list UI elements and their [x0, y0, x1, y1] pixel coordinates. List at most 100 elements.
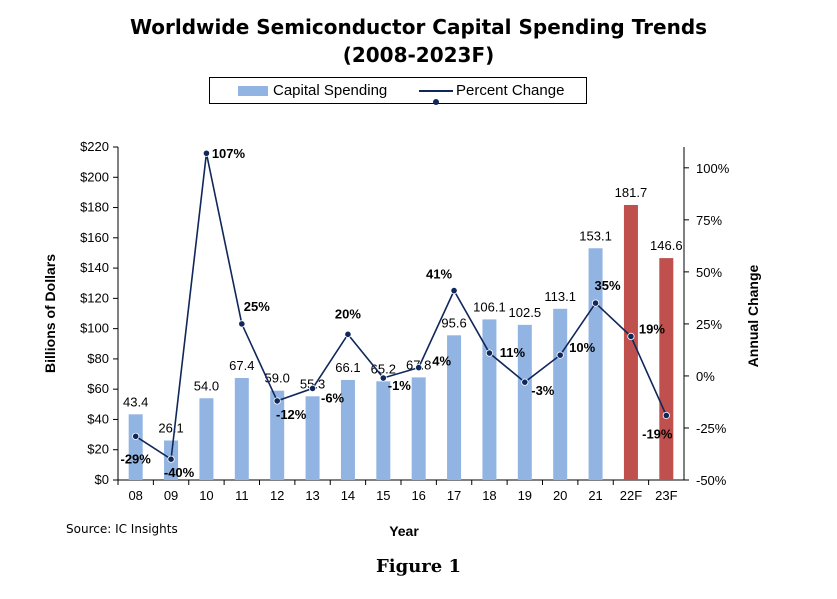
point-percent-change: [167, 455, 175, 463]
x-tick-label: 19: [518, 488, 532, 503]
x-tick-label: 08: [128, 488, 142, 503]
point-percent-change: [344, 330, 352, 338]
y2-tick-label: 50%: [696, 265, 722, 280]
point-value-label: 10%: [569, 340, 595, 355]
bar-value-label: 54.0: [194, 378, 219, 393]
legend: Capital Spending Percent Change: [209, 77, 587, 105]
x-axis-title: Year: [389, 523, 419, 539]
bar-value-label: 102.5: [509, 305, 542, 320]
y-tick-label: $200: [80, 169, 109, 184]
bar-capital-spending: [447, 335, 462, 480]
point-value-label: 41%: [426, 267, 452, 282]
x-tick-label: 17: [447, 488, 461, 503]
y-tick-label: $140: [80, 260, 109, 275]
bar-capital-spending: [376, 381, 391, 480]
y-tick-label: $220: [80, 139, 109, 154]
y-tick-label: $160: [80, 230, 109, 245]
y2-tick-label: 25%: [696, 317, 722, 332]
x-tick-label: 15: [376, 488, 390, 503]
bar-capital-spending: [340, 379, 355, 480]
bar-capital-spending: [517, 324, 532, 480]
bar-capital-spending: [199, 398, 214, 480]
legend-label-percent-change: Percent Change: [456, 82, 565, 99]
bar-capital-spending: [482, 319, 497, 480]
y-tick-label: $40: [87, 411, 109, 426]
point-value-label: -6%: [321, 390, 345, 405]
legend-label-capital-spending: Capital Spending: [273, 82, 388, 99]
point-value-label: 20%: [335, 306, 361, 321]
figure-caption: Figure 1: [375, 556, 462, 577]
point-value-label: -12%: [276, 407, 307, 422]
x-tick-label: 09: [164, 488, 178, 503]
y2-tick-label: 100%: [696, 161, 730, 176]
x-tick-label: 14: [341, 488, 355, 503]
point-percent-change: [627, 332, 635, 340]
point-percent-change: [202, 149, 211, 157]
bar-value-label: 95.6: [441, 315, 466, 330]
line-percent-change: [135, 153, 668, 461]
bar-capital-spending: [659, 258, 674, 480]
point-value-label: -19%: [642, 426, 673, 441]
point-percent-change: [273, 397, 281, 405]
point-percent-change: [450, 287, 458, 295]
x-tick-label: 22F: [620, 488, 642, 503]
point-value-label: 107%: [212, 146, 246, 161]
point-value-label: 19%: [639, 321, 665, 336]
bar-capital-spending: [411, 377, 426, 480]
bar-capital-spending: [128, 414, 143, 480]
chart-title: Worldwide Semiconductor Capital Spending…: [129, 15, 708, 39]
point-percent-change: [485, 349, 494, 357]
bar-value-label: 153.1: [579, 228, 612, 243]
y-tick-label: $20: [87, 442, 109, 457]
point-value-label: 25%: [244, 299, 270, 314]
bar-value-label: 65.2: [371, 361, 396, 376]
y-tick-label: $180: [80, 200, 109, 215]
point-percent-change: [591, 299, 600, 307]
x-tick-label: 20: [553, 488, 567, 503]
bar-value-label: 43.4: [123, 394, 148, 409]
point-percent-change: [415, 364, 423, 372]
point-percent-change: [521, 378, 529, 386]
point-value-label: 35%: [595, 278, 621, 293]
x-tick-label: 12: [270, 488, 284, 503]
x-tick-label: 13: [305, 488, 319, 503]
bar-value-label: 59.0: [265, 371, 290, 386]
bar-capital-spending: [270, 390, 285, 480]
y2-tick-label: -25%: [696, 421, 727, 436]
point-value-label: 11%: [500, 345, 526, 360]
bar-value-label: 106.1: [473, 299, 506, 314]
bar-capital-spending: [553, 308, 568, 480]
x-tick-label: 21: [588, 488, 602, 503]
y2-tick-label: 75%: [696, 213, 722, 228]
legend-swatch-capital-spending: [238, 86, 268, 96]
bar-value-label: 66.1: [335, 360, 360, 375]
x-tick-label: 11: [235, 488, 249, 503]
point-percent-change: [662, 411, 670, 420]
source-note: Source: IC Insights: [66, 522, 178, 536]
y-tick-label: $60: [87, 381, 109, 396]
x-tick-label: 23F: [655, 488, 677, 503]
bar-value-label: 146.6: [650, 238, 683, 253]
y-axis-title: Billions of Dollars: [42, 254, 58, 373]
point-value-label: -40%: [164, 465, 195, 480]
y2-tick-label: -50%: [696, 473, 727, 488]
bar-value-label: 181.7: [615, 185, 648, 200]
point-value-label: 4%: [432, 354, 451, 369]
point-percent-change: [379, 374, 387, 382]
y2-tick-label: 0%: [696, 369, 715, 384]
point-percent-change: [556, 351, 564, 359]
legend-swatch-percent-change: [419, 90, 453, 105]
y2-axis-title: Annual Change: [745, 264, 761, 367]
point-percent-change: [238, 320, 246, 328]
bar-value-label: 26.1: [158, 420, 183, 435]
point-value-label: -3%: [531, 383, 555, 398]
bar-value-label: 67.4: [229, 358, 254, 373]
bar-capital-spending: [305, 396, 320, 480]
y-tick-label: $100: [80, 321, 109, 336]
y-tick-label: $120: [80, 290, 109, 305]
point-percent-change: [132, 432, 140, 440]
y-tick-label: $0: [95, 472, 109, 487]
bar-capital-spending: [234, 377, 249, 480]
chart-subtitle: (2008-2023F): [342, 43, 495, 67]
